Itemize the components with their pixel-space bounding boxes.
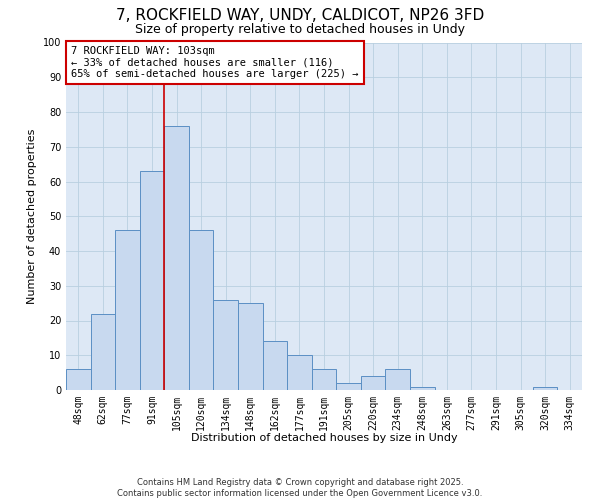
Bar xyxy=(312,369,336,390)
Bar xyxy=(361,376,385,390)
Text: 7, ROCKFIELD WAY, UNDY, CALDICOT, NP26 3FD: 7, ROCKFIELD WAY, UNDY, CALDICOT, NP26 3… xyxy=(116,8,484,22)
Text: 7 ROCKFIELD WAY: 103sqm
← 33% of detached houses are smaller (116)
65% of semi-d: 7 ROCKFIELD WAY: 103sqm ← 33% of detache… xyxy=(71,46,359,79)
Bar xyxy=(410,386,434,390)
X-axis label: Distribution of detached houses by size in Undy: Distribution of detached houses by size … xyxy=(191,433,457,443)
Text: Size of property relative to detached houses in Undy: Size of property relative to detached ho… xyxy=(135,22,465,36)
Bar xyxy=(533,386,557,390)
Bar xyxy=(115,230,140,390)
Bar xyxy=(140,171,164,390)
Bar xyxy=(91,314,115,390)
Bar xyxy=(238,303,263,390)
Bar xyxy=(263,342,287,390)
Bar xyxy=(385,369,410,390)
Bar xyxy=(214,300,238,390)
Bar xyxy=(336,383,361,390)
Text: Contains HM Land Registry data © Crown copyright and database right 2025.
Contai: Contains HM Land Registry data © Crown c… xyxy=(118,478,482,498)
Bar xyxy=(287,355,312,390)
Bar xyxy=(164,126,189,390)
Bar xyxy=(189,230,214,390)
Bar xyxy=(66,369,91,390)
Y-axis label: Number of detached properties: Number of detached properties xyxy=(27,128,37,304)
